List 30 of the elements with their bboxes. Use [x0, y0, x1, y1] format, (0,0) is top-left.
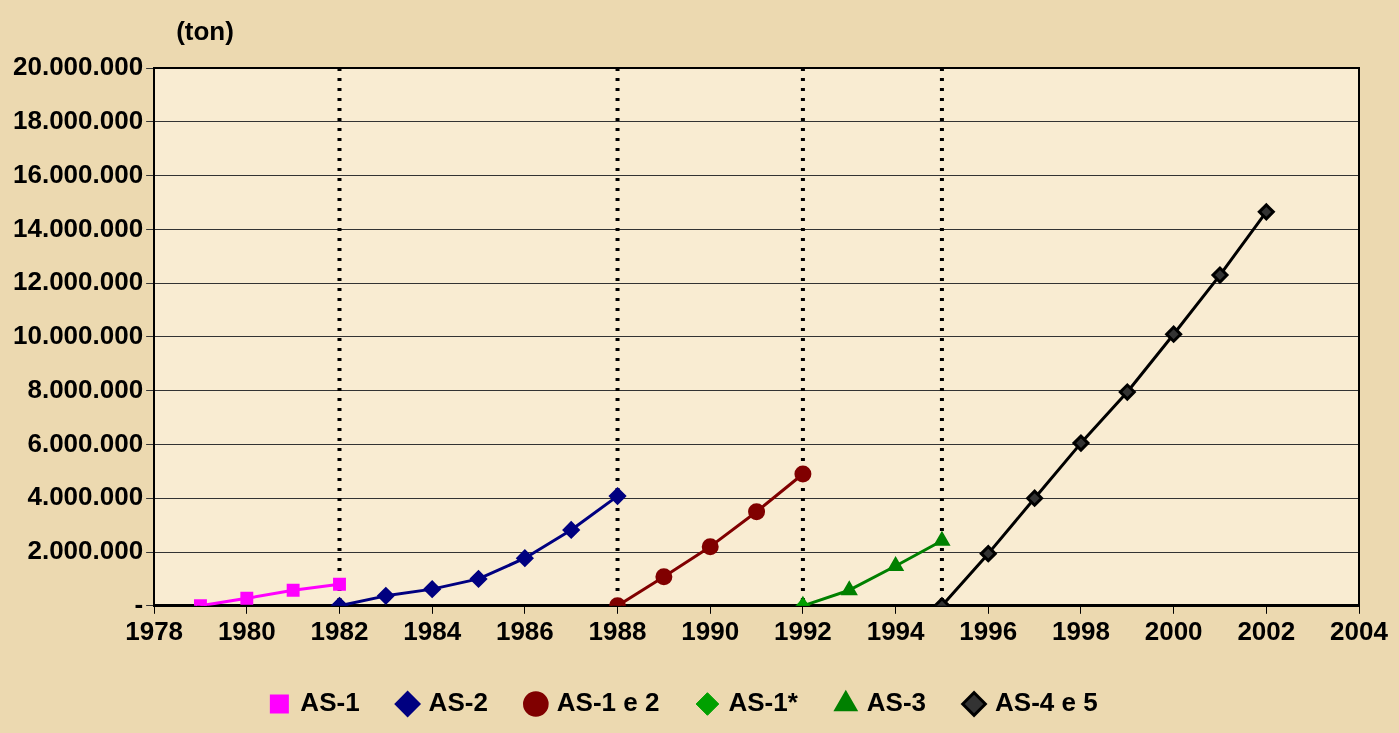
y-tick-label: 10.000.000	[12, 320, 144, 351]
legend-label: AS-1	[300, 687, 360, 718]
y-tick-label: 20.000.000	[12, 51, 144, 82]
x-tick-label: 1986	[495, 615, 554, 646]
x-tick-label: 2000	[1144, 615, 1203, 646]
x-tick-label: 1996	[959, 615, 1018, 646]
x-tick-label: 1984	[403, 615, 462, 646]
legend-label: AS-3	[866, 687, 927, 718]
y-tick-label: 18.000.000	[12, 104, 144, 135]
legend-label: AS-4 e 5	[995, 687, 1098, 718]
y-axis-title: (ton)	[176, 16, 234, 47]
y-tick-label: 2.000.000	[27, 535, 144, 566]
x-tick-label: 1988	[588, 615, 647, 646]
y-tick-label: 6.000.000	[27, 427, 144, 458]
x-tick-label: 1992	[773, 615, 832, 646]
y-tick-label: 8.000.000	[27, 373, 144, 404]
x-tick-label: 1998	[1052, 615, 1110, 646]
legend-label: AS-1 e 2	[556, 687, 660, 718]
y-tick-label: 16.000.000	[12, 158, 144, 189]
x-tick-label: 1982	[310, 615, 369, 646]
y-tick-label: 12.000.000	[12, 266, 144, 297]
y-tick-label: 14.000.000	[12, 212, 144, 243]
legend-label: AS-2	[428, 687, 488, 718]
x-tick-label: 1990	[681, 615, 740, 646]
x-tick-label: 2004	[1330, 615, 1389, 646]
x-tick-label: 1980	[217, 615, 276, 646]
y-tick-label: 4.000.000	[27, 481, 144, 512]
x-tick-label: 1994	[866, 615, 926, 646]
legend-label: AS-1*	[728, 687, 799, 718]
x-tick-label: 2002	[1237, 615, 1296, 646]
